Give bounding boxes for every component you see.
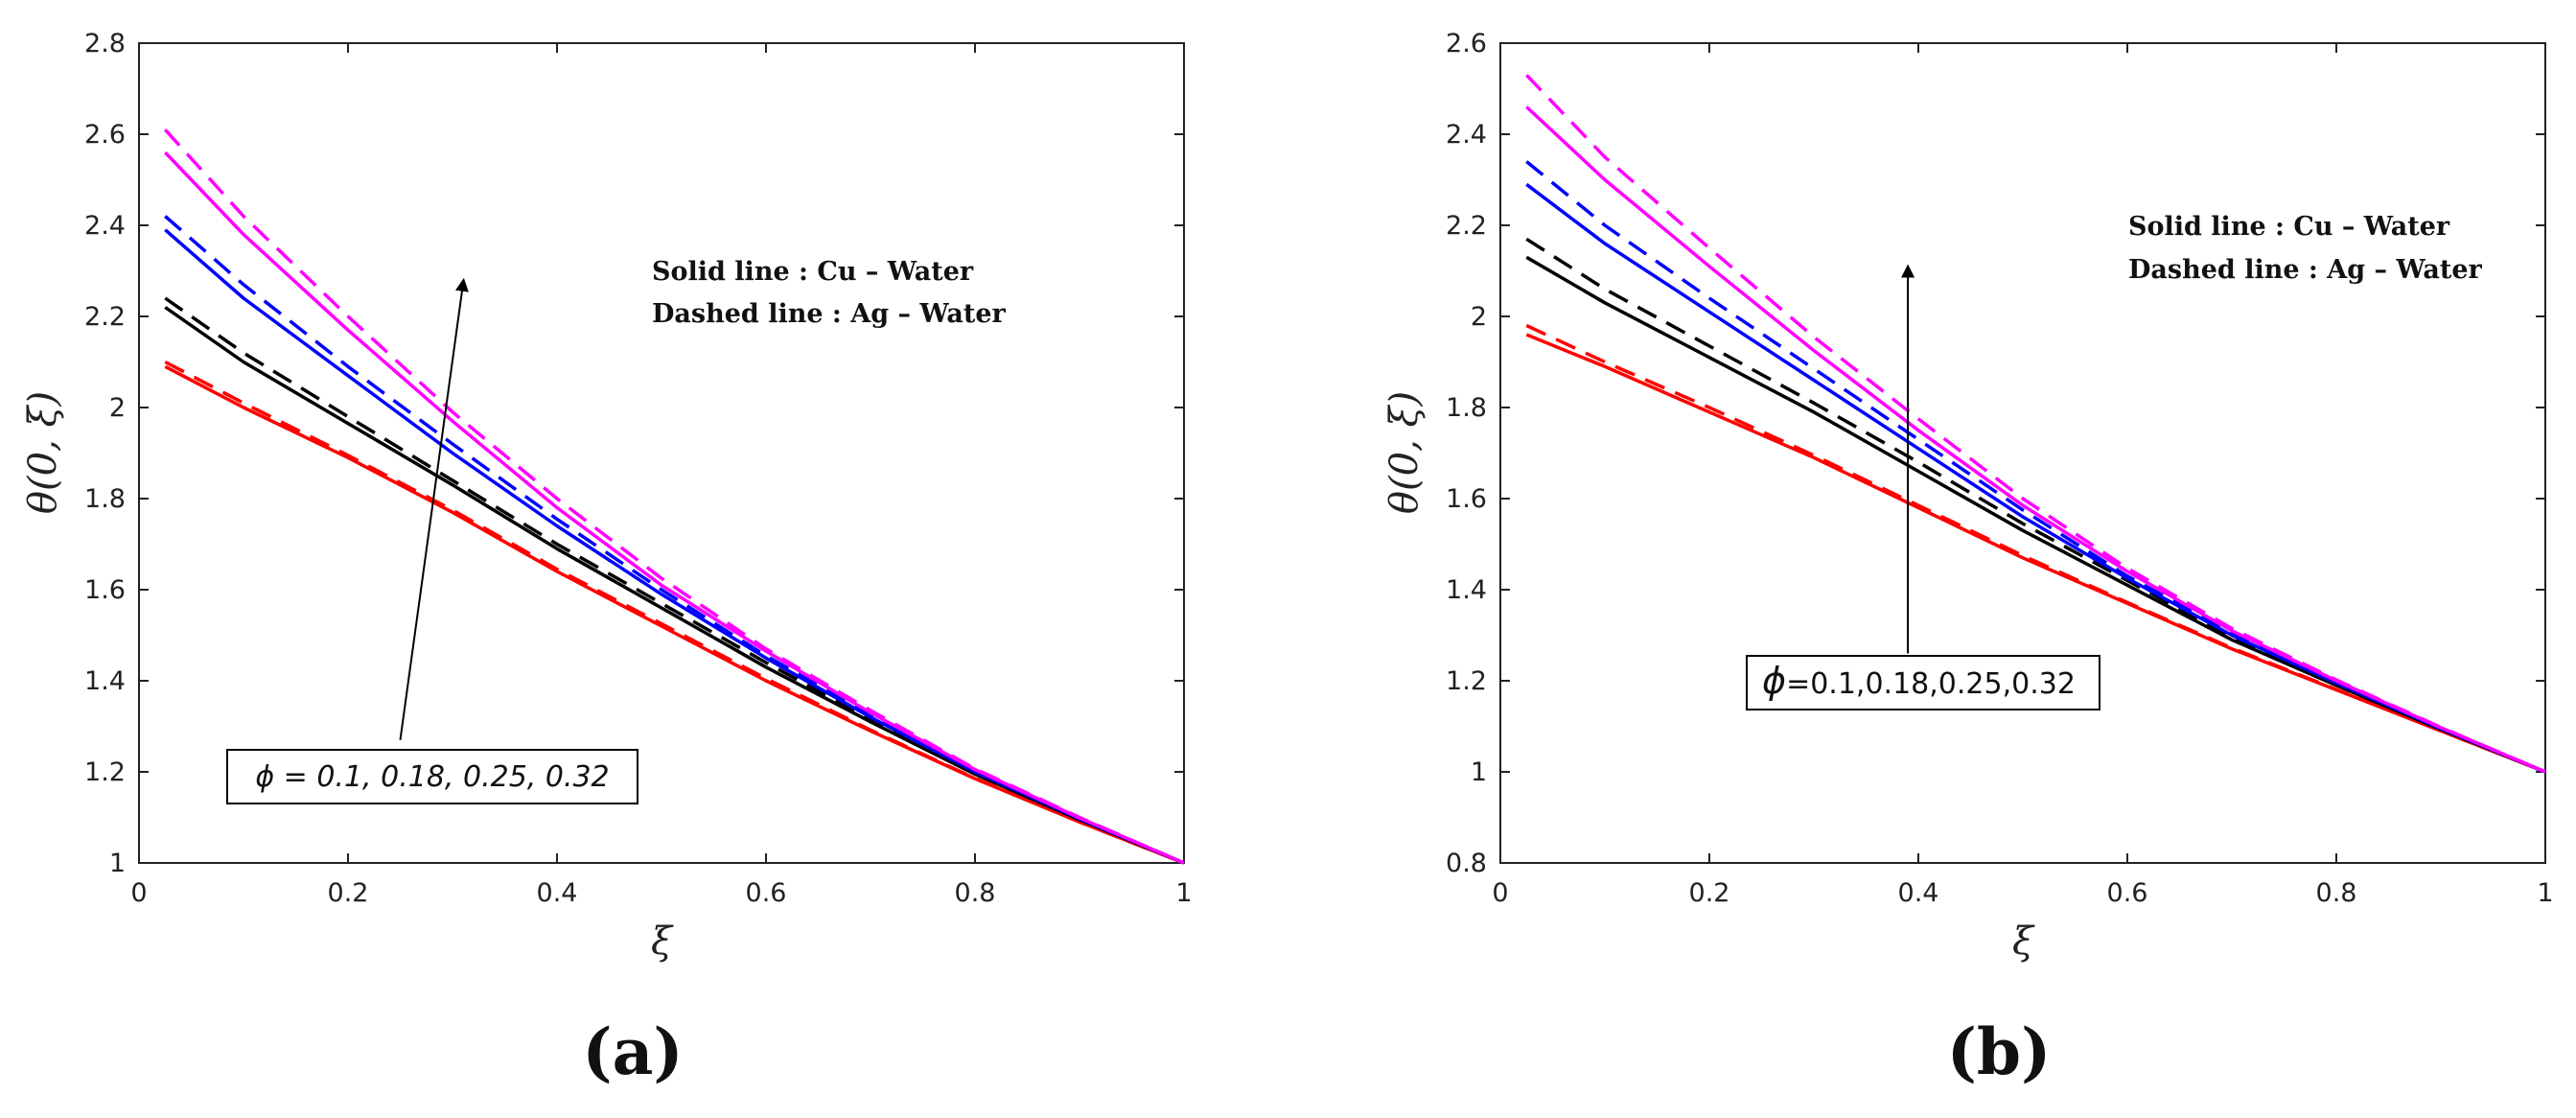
y-tick-label: 1.4 [84,666,126,696]
annotation-text: ϕ = 0.1, 0.18, 0.25, 0.32 [255,760,609,794]
y-tick-label: 1.4 [1446,575,1487,605]
x-ticks: 0 0.2 0.4 0.6 0.8 1 [130,43,1193,908]
y-tick-label: 2.6 [1446,29,1487,58]
y-tick-label: 2.4 [1446,120,1487,150]
series-line [1525,74,2546,774]
y-tick-label: 1.6 [84,575,126,605]
y-tick-label: 2.6 [84,120,126,150]
series-line [1525,182,2546,774]
legend-solid: Solid line : Cu – Water [652,257,974,287]
phi-symbol: ϕ [1762,660,1786,702]
panel-label: (a) [582,1014,683,1089]
x-tick-label: 0 [1492,878,1508,908]
x-tick-label: 0 [130,878,147,908]
x-ticks: 0 0.2 0.4 0.6 0.8 1 [1492,43,2554,908]
phi-values: =0.1,0.18,0.25,0.32 [1786,667,2076,701]
x-tick-label: 0.6 [746,878,787,908]
y-tick-label: 2.2 [84,302,126,332]
x-tick-label: 0.6 [2107,878,2148,908]
series-line [164,306,1185,865]
panel-b: 0.811.21.41.61.822.22.42.6 0 0.2 0.4 0.6 0.8… [1382,29,2554,1089]
series-line [164,360,1185,865]
x-tick-label: 0.8 [955,878,996,908]
y-tick-label: 2.8 [84,29,126,58]
annotation-text: ϕ=0.1,0.18,0.25,0.32 [1762,660,2076,702]
series-line [164,296,1185,865]
x-tick-label: 1 [1175,878,1192,908]
legend-dashed: Dashed line : Ag – Water [2128,255,2483,285]
y-axis-label: θ(0, ξ) [1382,391,1427,514]
x-tick-label: 1 [2537,878,2553,908]
y-tick-label: 1.8 [1446,393,1487,423]
panel-label: (b) [1947,1014,2052,1089]
x-tick-label: 0.4 [537,878,578,908]
series-lines [164,128,1185,865]
y-tick-label: 1.2 [84,757,126,787]
y-ticks: 0.8 1 1.2 1.4 1.6 1.8 2 2.2 2.4 2.6 [1446,29,2545,878]
annotation-box [226,749,638,804]
phi-arrow [399,277,469,740]
series-lines [1525,74,2546,774]
y-tick-label: 1.6 [1446,484,1487,514]
x-axis-label: ξ [651,920,674,964]
y-tick-label: 1 [1471,757,1487,787]
series-line [1525,323,2546,774]
series-line [164,128,1185,865]
y-tick-label: 1.8 [84,484,126,514]
y-ticks: 1 1.2 1.4 1.6 1.8 2 2.2 2.4 2.6 2.8 [84,29,1184,878]
y-axis-label: θ(0, ξ) [21,391,65,514]
x-axis-label: ξ [2012,920,2035,964]
x-tick-label: 0.2 [1689,878,1730,908]
y-tick-label: 2.4 [84,211,126,241]
x-tick-label: 0.8 [2316,878,2357,908]
annotation-box [1746,655,2100,710]
y-tick-label: 2.2 [1446,211,1487,241]
y-tick-label: 1.2 [1446,666,1487,696]
y-tick-label: 0.8 [1446,849,1487,878]
y-tick-label: 1 [109,849,126,878]
plot-area [1499,42,2546,864]
y-tick-label: 2 [1471,302,1487,332]
x-tick-label: 0.2 [328,878,369,908]
plot-area [138,42,1185,864]
panel-a: 1 1.2 1.4 1.6 1.8 2 2.2 2.4 2.6 2.8 0 0.2 0.4 0.6 0.8… [21,29,1193,1089]
x-tick-label: 0.4 [1898,878,1939,908]
series-line [1525,160,2546,774]
legend-solid: Solid line : Cu – Water [2128,212,2450,242]
y-tick-label: 2 [109,393,126,423]
legend-dashed: Dashed line : Ag – Water [652,299,1007,329]
